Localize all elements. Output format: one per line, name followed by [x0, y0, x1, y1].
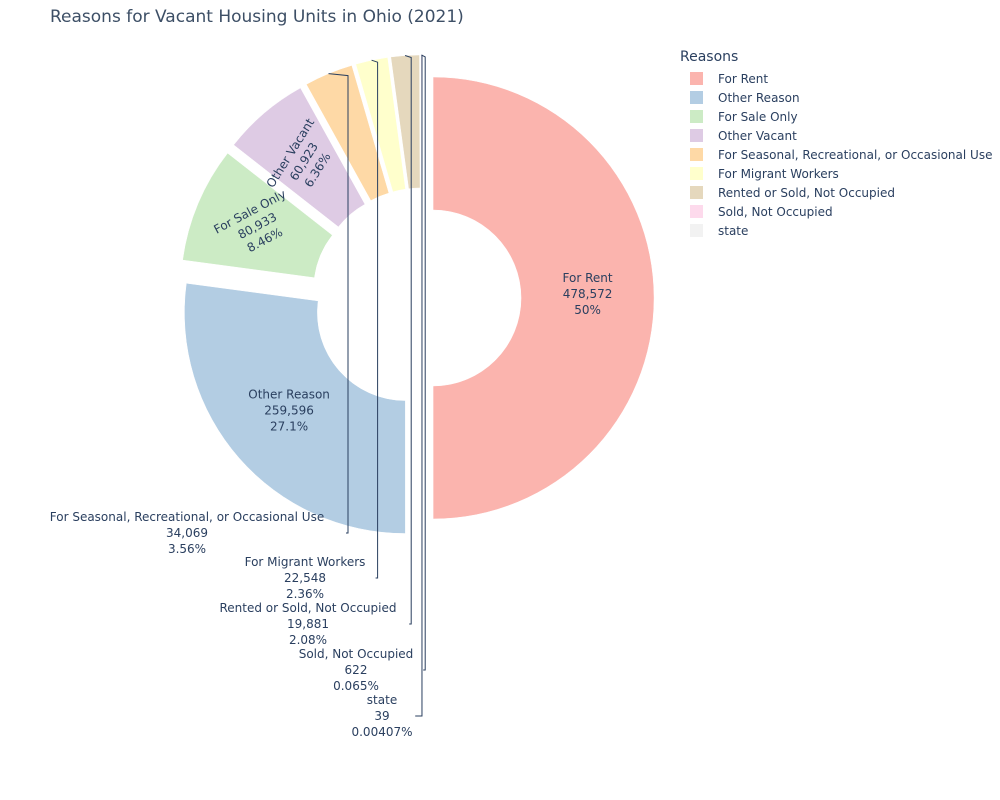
legend: Reasons For Rent Other Reason For Sale Onl…: [680, 49, 992, 240]
leader-line: [371, 59, 379, 579]
legend-swatch: [690, 91, 703, 104]
slice-label-outside: state 39 0.00407%: [351, 693, 412, 739]
slice-label-outside: For Seasonal, Recreational, or Occasiona…: [50, 510, 324, 556]
legend-swatch: [690, 110, 703, 123]
legend-swatch: [690, 186, 703, 199]
legend-item[interactable]: Sold, Not Occupied: [680, 202, 992, 221]
legend-label: Sold, Not Occupied: [718, 204, 833, 219]
chart-title: Reasons for Vacant Housing Units in Ohio…: [50, 7, 464, 27]
leader-line: [421, 54, 426, 671]
legend-label: state: [718, 223, 749, 238]
slice-label-outside: Sold, Not Occupied 622 0.065%: [299, 647, 414, 693]
legend-label: For Sale Only: [718, 109, 798, 124]
leader-line: [328, 73, 349, 534]
slice-label-outside: Rented or Sold, Not Occupied 19,881 2.08%: [220, 601, 397, 647]
slice-label: Other Reason 259,596 27.1%: [248, 387, 330, 433]
leader-line: [404, 55, 412, 625]
legend-label: Other Vacant: [718, 128, 797, 143]
slice-for-sale-only[interactable]: [182, 152, 333, 279]
slice-other-vacant[interactable]: [233, 87, 366, 228]
slice-label-outside: For Migrant Workers 22,548 2.36%: [245, 555, 366, 601]
legend-label: For Seasonal, Recreational, or Occasiona…: [718, 147, 993, 162]
legend-items: For Rent Other Reason For Sale Only Other V…: [680, 69, 992, 240]
legend-label: Other Reason: [718, 90, 800, 105]
slice-label: For Rent 478,572 50%: [563, 271, 613, 317]
legend-item[interactable]: Rented or Sold, Not Occupied: [680, 183, 992, 202]
legend-title: Reasons: [680, 49, 739, 65]
legend-swatch: [690, 205, 703, 218]
legend-item[interactable]: Other Reason: [680, 88, 992, 107]
legend-item[interactable]: Other Vacant: [680, 126, 992, 145]
legend-item[interactable]: state: [680, 221, 992, 240]
slice-for-rent[interactable]: [432, 76, 655, 520]
legend-item[interactable]: For Sale Only: [680, 107, 992, 126]
legend-item[interactable]: For Seasonal, Recreational, or Occasiona…: [680, 145, 992, 164]
legend-swatch: [690, 148, 703, 161]
slice-other-reason[interactable]: [184, 282, 406, 534]
legend-swatch: [690, 72, 703, 85]
legend-label: For Rent: [718, 71, 769, 86]
slice-rented-or-sold-not-occupied[interactable]: [390, 54, 421, 190]
legend-swatch: [690, 224, 703, 237]
legend-swatch: [690, 167, 703, 180]
slice-for-migrant-workers[interactable]: [355, 57, 406, 193]
legend-swatch: [690, 129, 703, 142]
legend-item[interactable]: For Rent: [680, 69, 992, 88]
legend-label: For Migrant Workers: [718, 166, 839, 181]
legend-label: Rented or Sold, Not Occupied: [718, 185, 895, 200]
legend-item[interactable]: For Migrant Workers: [680, 164, 992, 183]
leader-line: [415, 54, 423, 717]
